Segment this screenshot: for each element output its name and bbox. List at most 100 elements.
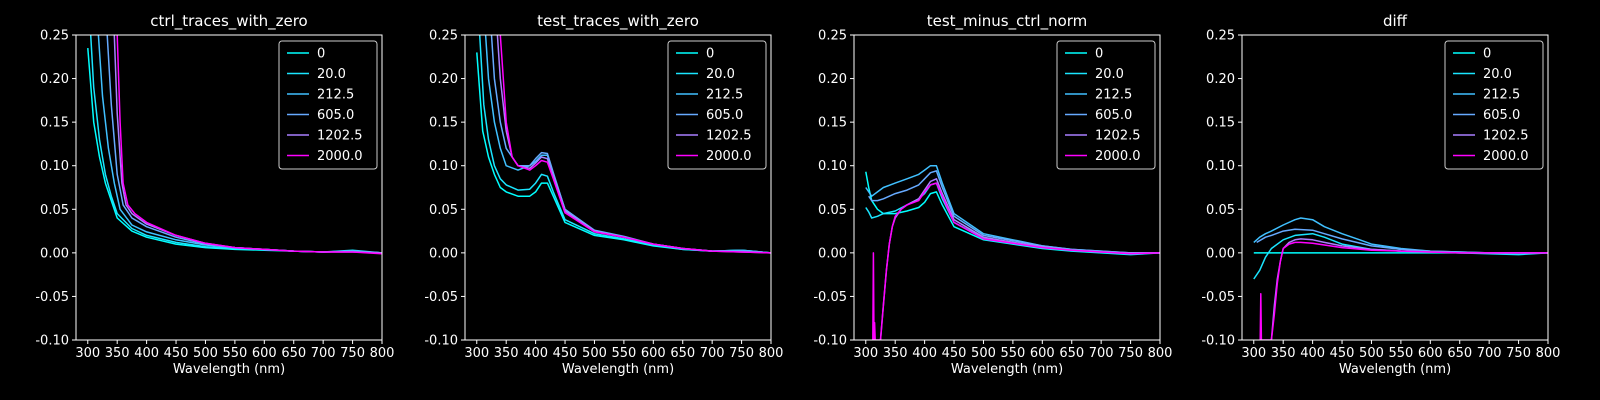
x-tick-label: 550 — [611, 346, 636, 361]
x-tick-label: 400 — [523, 346, 548, 361]
x-tick-label: 700 — [1477, 346, 1502, 361]
legend: 0 20.0 212.5 605.0 1202.5 2000.0 — [278, 40, 378, 170]
y-tick-label: 0.05 — [1206, 203, 1235, 218]
legend-entry-6: 2000.0 — [1095, 149, 1141, 164]
series-line-4 — [868, 170, 1160, 254]
x-tick-label: 650 — [1447, 346, 1472, 361]
x-tick-label: 300 — [75, 346, 100, 361]
axes-frame — [1241, 34, 1549, 341]
y-tick-label: 0.05 — [40, 203, 69, 218]
y-tick-label: 0.20 — [429, 72, 458, 87]
x-axis-label: Wavelength (nm) — [1339, 362, 1451, 377]
y-tick-label: 0.20 — [40, 72, 69, 87]
legend-entry-4: 605.0 — [706, 108, 743, 123]
x-tick-label: 400 — [134, 346, 159, 361]
series-line-6 — [1259, 241, 1548, 340]
x-tick-label: 750 — [729, 346, 754, 361]
legend-entry-2: 20.0 — [1095, 67, 1124, 82]
x-axis-label: Wavelength (nm) — [173, 362, 285, 377]
x-tick-label: 750 — [340, 346, 365, 361]
legend-entry-2: 20.0 — [1483, 67, 1512, 82]
x-tick-label: 400 — [912, 346, 937, 361]
series-line-6 — [872, 182, 1160, 340]
axes-frame — [464, 34, 772, 341]
x-tick-label: 550 — [1000, 346, 1025, 361]
chart-panel-1: ctrl_traces_with_zero 300 350 400 450 500 550 6… — [35, 12, 394, 377]
series-line-2 — [478, 35, 771, 254]
legend-entry-3: 212.5 — [1483, 88, 1520, 103]
x-tick-label: 550 — [1388, 346, 1413, 361]
y-tick-label: 0.00 — [429, 246, 458, 261]
x-tick-label: 700 — [700, 346, 725, 361]
series-group — [1253, 217, 1548, 340]
x-tick-label: 600 — [1030, 346, 1055, 361]
legend: 0 20.0 212.5 605.0 1202.5 2000.0 — [667, 40, 767, 170]
y-tick-label: 0.10 — [818, 159, 847, 174]
legend-entry-1: 0 — [706, 47, 714, 62]
x-tick-label: 700 — [1089, 346, 1114, 361]
y-tick-label: -0.10 — [813, 334, 847, 349]
x-tick-label: 500 — [1359, 346, 1384, 361]
y-tick-label: 0.15 — [429, 116, 458, 131]
x-axis-label: Wavelength (nm) — [562, 362, 674, 377]
y-tick-label: 0.15 — [40, 116, 69, 131]
axes-frame — [75, 34, 383, 341]
y-tick-label: -0.05 — [1201, 290, 1235, 305]
chart-title: ctrl_traces_with_zero — [150, 12, 307, 31]
y-tick-label: 0.25 — [1206, 29, 1235, 44]
series-line-6 — [116, 35, 382, 255]
x-tick-label: 350 — [494, 346, 519, 361]
x-tick-label: 800 — [1536, 346, 1561, 361]
y-tick-label: 0.00 — [1206, 246, 1235, 261]
x-tick-label: 800 — [759, 346, 784, 361]
chart-panel-4: diff 300 350 400 450 500 550 600 650 700 750 800 -0.… — [1201, 12, 1560, 377]
series-line-3 — [865, 164, 1160, 254]
series-line-2 — [1253, 232, 1548, 280]
legend-entry-5: 1202.5 — [1095, 129, 1141, 144]
x-tick-label: 600 — [641, 346, 666, 361]
y-tick-label: 0.10 — [429, 159, 458, 174]
y-tick-label: 0.10 — [40, 159, 69, 174]
legend-entry-1: 0 — [1095, 47, 1103, 62]
legend-entry-2: 20.0 — [317, 67, 346, 82]
legend-entry-6: 2000.0 — [1483, 149, 1529, 164]
y-tick-label: 0.25 — [429, 29, 458, 44]
x-tick-label: 350 — [1271, 346, 1296, 361]
x-tick-label: 500 — [971, 346, 996, 361]
legend-entry-6: 2000.0 — [706, 149, 752, 164]
x-tick-label: 500 — [582, 346, 607, 361]
series-line-5 — [879, 178, 1160, 340]
x-tick-label: 350 — [883, 346, 908, 361]
x-tick-label: 350 — [105, 346, 130, 361]
y-tick-label: 0.20 — [1206, 72, 1235, 87]
chart-title: test_traces_with_zero — [537, 12, 699, 31]
y-tick-label: 0.10 — [1206, 159, 1235, 174]
x-tick-label: 650 — [281, 346, 306, 361]
y-tick-label: 0.05 — [818, 203, 847, 218]
series-group — [87, 35, 382, 255]
y-tick-label: -0.05 — [35, 290, 69, 305]
y-tick-label: 0.20 — [818, 72, 847, 87]
legend-entry-1: 0 — [1483, 47, 1491, 62]
legend-entry-3: 212.5 — [706, 88, 743, 103]
y-tick-label: 0.00 — [40, 246, 69, 261]
y-tick-label: 0.05 — [429, 203, 458, 218]
chart-title: diff — [1383, 12, 1408, 30]
x-tick-label: 650 — [670, 346, 695, 361]
series-line-1 — [865, 171, 1160, 256]
y-tick-label: -0.10 — [1201, 334, 1235, 349]
series-group — [476, 35, 771, 254]
y-tick-label: 0.00 — [818, 246, 847, 261]
legend-entry-3: 212.5 — [317, 88, 354, 103]
x-tick-label: 750 — [1506, 346, 1531, 361]
x-tick-label: 450 — [553, 346, 578, 361]
x-tick-label: 600 — [1418, 346, 1443, 361]
chart-panel-2: test_traces_with_zero 300 350 400 450 500 550 6… — [424, 12, 783, 377]
x-axis-label: Wavelength (nm) — [951, 362, 1063, 377]
x-tick-label: 300 — [464, 346, 489, 361]
legend-entry-5: 1202.5 — [317, 129, 363, 144]
x-tick-label: 700 — [311, 346, 336, 361]
y-tick-label: 0.15 — [1206, 116, 1235, 131]
x-tick-label: 800 — [370, 346, 395, 361]
